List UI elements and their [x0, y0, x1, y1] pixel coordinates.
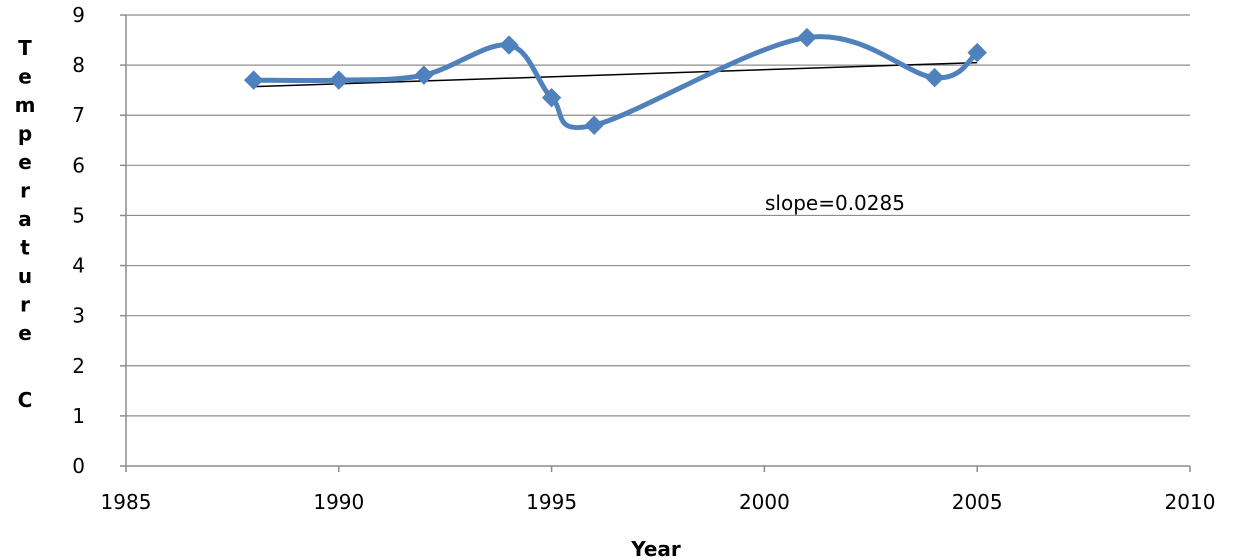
y-tick-label-9: 9 — [72, 3, 85, 27]
axes — [125, 15, 1190, 467]
y-axis-title-letter: u — [18, 264, 32, 288]
tick-labels: 0 1 2 3 4 5 6 7 8 9 1985 1990 1995 2000 2005 2010 — [72, 3, 1215, 514]
data-point-2004 — [924, 67, 945, 88]
y-tick-label-6: 6 — [72, 153, 85, 177]
y-tick-label-4: 4 — [72, 254, 85, 278]
y-axis-title-letter: e — [18, 321, 32, 345]
x-tick-label-2010: 2010 — [1165, 490, 1216, 514]
y-tick-label-5: 5 — [72, 203, 85, 227]
data-point-1992 — [414, 65, 434, 85]
y-axis-title-letter: r — [20, 179, 30, 203]
marker-layer — [243, 27, 987, 135]
series-line — [251, 34, 980, 131]
data-point-2005 — [967, 42, 987, 63]
y-axis-title-letter: a — [18, 207, 32, 231]
slope-annotation: slope=0.0285 — [765, 191, 905, 215]
x-tick-label-1995: 1995 — [526, 490, 577, 514]
y-axis-title-letter: r — [20, 293, 30, 317]
trendline — [253, 61, 978, 88]
trendline-layer — [253, 61, 978, 88]
x-tick-label-2000: 2000 — [739, 490, 790, 514]
y-axis-title-letter: e — [18, 150, 32, 174]
data-point-1994 — [499, 35, 519, 55]
y-tick-label-7: 7 — [72, 103, 85, 127]
data-point-1995 — [541, 87, 562, 108]
y-axis-title-letter: T — [18, 36, 32, 60]
y-axis-title-letter: p — [18, 122, 32, 146]
data-point-1988 — [243, 70, 264, 90]
y-tick-label-0: 0 — [72, 454, 85, 478]
y-axis-title-letter: e — [18, 65, 32, 89]
series-layer — [251, 34, 980, 131]
y-axis-title-letter: m — [15, 93, 36, 117]
y-axis-title-letter: t — [20, 236, 30, 260]
x-tick-label-1990: 1990 — [313, 490, 364, 514]
data-point-1996 — [584, 115, 604, 135]
y-tick-label-1: 1 — [72, 404, 85, 428]
y-axis-title-letter: C — [18, 388, 33, 412]
data-point-1990 — [329, 70, 349, 90]
y-tick-label-2: 2 — [72, 354, 85, 378]
x-tick-label-1985: 1985 — [101, 490, 152, 514]
gridlines — [126, 14, 1190, 417]
x-axis-title: Year — [630, 537, 681, 560]
y-tick-label-8: 8 — [72, 53, 85, 77]
data-point-2001 — [797, 27, 817, 48]
x-tick-label-2005: 2005 — [952, 490, 1003, 514]
y-tick-label-3: 3 — [72, 304, 85, 328]
